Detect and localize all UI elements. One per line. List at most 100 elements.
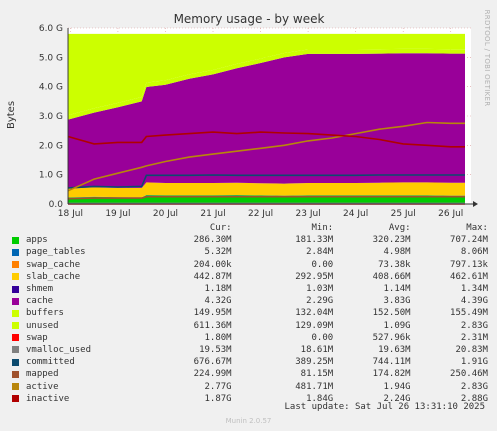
legend-min: 292.95M <box>295 271 334 282</box>
legend-max: 20.83M <box>455 344 488 355</box>
memory-chart: Memory usage - by week Bytes RRDTOOL / T… <box>6 10 491 219</box>
x-tick-label: 20 Jul <box>153 209 178 219</box>
legend-row-apps: apps 286.30M 181.33M 320.23M 707.24M <box>12 234 488 246</box>
x-tick-label: 23 Jul <box>296 209 321 219</box>
legend-row-swap: swap 1.80M 0.00 527.96k 2.31M <box>12 332 488 344</box>
legend-row-vmalloc-used: vmalloc_used 19.53M 18.61M 19.63M 20.83M <box>12 344 488 356</box>
legend-row-cache: cache 4.32G 2.29G 3.83G 4.39G <box>12 295 488 307</box>
legend-max: 2.83G <box>460 381 488 392</box>
legend-row-shmem: shmem 1.18M 1.03M 1.14M 1.34M <box>12 283 488 295</box>
legend-min: 2.29G <box>306 296 334 307</box>
legend-row-committed: committed 676.67M 389.25M 744.11M 1.91G <box>12 356 488 368</box>
x-tick-label: 22 Jul <box>248 209 273 219</box>
header-max: Max: <box>466 223 488 234</box>
legend-swatch <box>12 273 19 281</box>
legend-name: slab_cache <box>26 271 81 282</box>
legend-min: 181.33M <box>295 235 334 246</box>
legend-avg: 408.66M <box>372 271 411 282</box>
legend-swatch <box>12 297 19 305</box>
legend-min: 1.03M <box>306 284 334 295</box>
legend-cur: 149.95M <box>193 308 232 319</box>
legend-swatch <box>12 309 19 317</box>
legend-avg: 527.96k <box>372 332 411 343</box>
legend-avg: 174.82M <box>372 369 411 380</box>
legend-min: 389.25M <box>295 357 334 368</box>
legend-cur: 442.87M <box>193 271 232 282</box>
legend-cur: 1.87G <box>204 393 232 404</box>
legend-max: 4.39G <box>460 296 488 307</box>
legend-min: 2.84M <box>306 247 334 258</box>
legend-name: shmem <box>26 284 54 295</box>
legend-cur: 286.30M <box>193 235 232 246</box>
x-tick-label: 18 Jul <box>58 209 83 219</box>
legend-max: 1.34M <box>460 284 488 295</box>
legend-avg: 1.14M <box>383 284 411 295</box>
legend-swatch <box>12 370 19 378</box>
legend-name: unused <box>26 320 59 331</box>
y-tick-label: 3.0 G <box>39 112 63 122</box>
area-buffers <box>68 48 465 120</box>
legend-min: 1.84G <box>306 393 334 404</box>
y-tick-label: 5.0 G <box>39 53 63 63</box>
legend-cur: 4.32G <box>204 296 232 307</box>
legend-max: 462.61M <box>450 271 488 282</box>
legend-row-page-tables: page_tables 5.32M 2.84M 4.98M 8.06M <box>12 246 488 258</box>
legend-cur: 1.18M <box>204 284 232 295</box>
line-committed <box>67 174 465 189</box>
header-avg: Avg: <box>388 223 411 234</box>
legend-max: 707.24M <box>450 235 488 246</box>
legend-row-buffers: buffers 149.95M 132.04M 152.50M 155.49M <box>12 307 488 319</box>
legend-swatch <box>12 346 19 354</box>
line-mapped <box>67 195 465 200</box>
legend-header: Cur: Min: Avg: Max: <box>12 222 488 234</box>
legend-avg: 19.63M <box>378 344 411 355</box>
area-cache <box>68 53 465 189</box>
legend-name: apps <box>26 235 48 246</box>
area-slab-cache <box>68 182 465 198</box>
y-tick-label: 6.0 G <box>39 24 63 34</box>
legend-avg: 1.09G <box>383 320 411 331</box>
x-tick-label: 19 Jul <box>105 209 130 219</box>
legend-avg: 744.11M <box>372 357 411 368</box>
rrdtool-side-label: RRDTOOL / TOBI OETIKER <box>483 10 491 107</box>
last-update: Last update: Sat Jul 26 13:31:10 2025 <box>284 402 485 412</box>
line-inactive <box>67 131 465 148</box>
munin-version: Munin 2.0.57 <box>225 417 272 425</box>
chart-title: Memory usage - by week <box>174 12 325 26</box>
legend-row-mapped: mapped 224.99M 81.15M 174.82M 250.46M <box>12 368 488 380</box>
legend-row-unused: unused 611.36M 129.09M 1.09G 2.83G <box>12 320 488 332</box>
legend-cur: 204.00k <box>193 259 232 270</box>
legend-swatch <box>12 236 19 244</box>
legend-avg: 3.83G <box>383 296 411 307</box>
area-unused <box>68 33 465 116</box>
legend-name: active <box>26 381 59 392</box>
stacked-areas <box>68 33 465 204</box>
header-cur: Cur: <box>209 223 232 234</box>
y-ticks: 0.0 1.0 G 2.0 G 3.0 G 4.0 G 5.0 G 6.0 G <box>39 24 63 210</box>
legend-swatch <box>12 383 19 391</box>
legend-max: 8.06M <box>460 247 488 258</box>
y-tick-label: 1.0 G <box>39 171 63 181</box>
legend-max: 797.13k <box>450 259 488 270</box>
legend-min: 81.15M <box>300 369 334 380</box>
y-tick-label: 0.0 <box>49 200 64 210</box>
legend-cur: 676.67M <box>193 357 232 368</box>
legend-min: 18.61M <box>300 344 334 355</box>
legend-max: 2.83G <box>460 320 488 331</box>
legend-min: 129.09M <box>295 320 334 331</box>
legend-avg: 1.94G <box>383 381 411 392</box>
legend-max: 2.88G <box>460 393 488 404</box>
x-ticks: 18 Jul 19 Jul 20 Jul 21 Jul 22 Jul 23 Jul 24 J… <box>58 209 464 219</box>
legend-min: 132.04M <box>295 308 334 319</box>
legend-name: committed <box>26 357 75 368</box>
legend-swatch <box>12 358 19 366</box>
legend-swatch <box>12 395 19 403</box>
axes <box>67 28 478 207</box>
legend-cur: 611.36M <box>193 320 232 331</box>
legend-max: 155.49M <box>450 308 488 319</box>
x-tick-label: 25 Jul <box>391 209 416 219</box>
legend-cur: 224.99M <box>193 369 232 380</box>
legend-name: vmalloc_used <box>26 344 92 355</box>
legend-avg: 320.23M <box>372 235 411 246</box>
legend-max: 250.46M <box>450 369 488 380</box>
